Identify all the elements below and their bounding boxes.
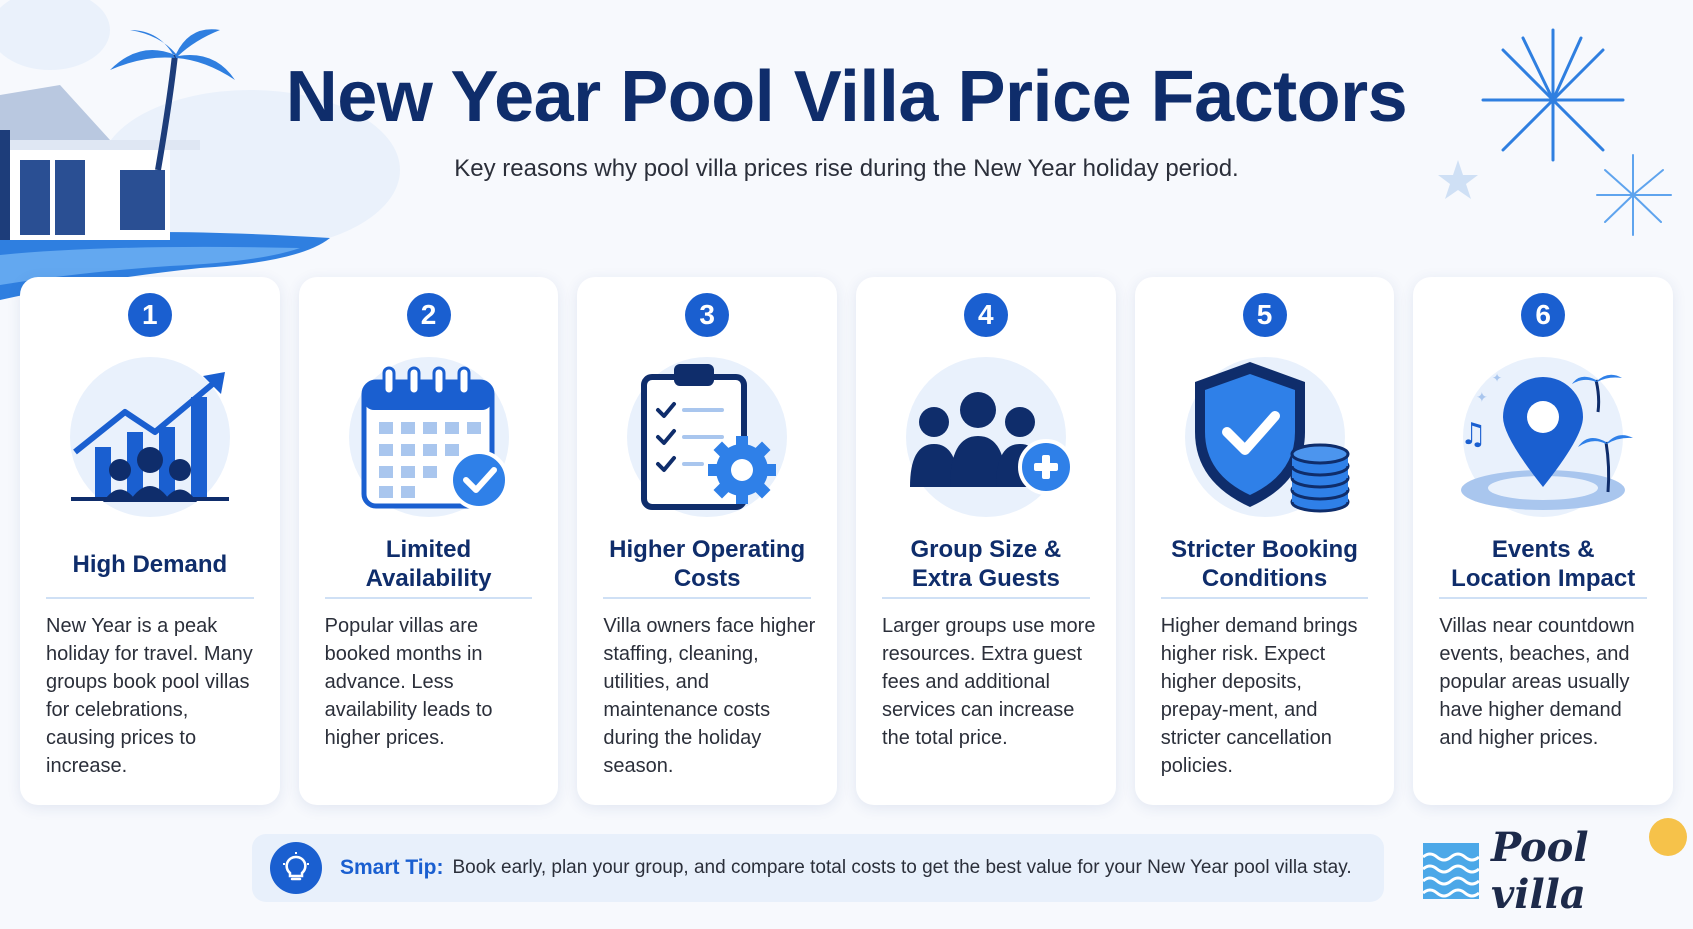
factor-cards: 1 High Demand New Year is a peak holida [20,277,1674,805]
card-divider [1439,597,1648,599]
page-subtitle: Key reasons why pool villa prices rise d… [454,155,1239,183]
card-description: Popular villas are booked months in adva… [324,615,493,749]
step-number-badge: 5 [1242,293,1287,337]
smart-tip-label: Smart Tip: [340,856,444,879]
brand-name: Pool villa [1491,818,1687,918]
card-divider [46,597,254,599]
card-divider [882,597,1090,599]
sun-icon [1649,818,1687,856]
rising-chart-group-icon [70,372,229,502]
step-number-badge: 4 [963,293,1008,337]
smart-tip-banner: Smart Tip: Book early, plan your group, … [252,834,1384,902]
factor-card-booking-conditions: 5 Stricter Booking Co [1134,277,1395,805]
svg-text:♫: ♫ [1460,417,1487,452]
card-title: Events & Location Impact [1451,536,1636,592]
factor-card-high-demand: 1 High Demand New Year is a peak holida [20,277,280,805]
card-divider [603,597,812,599]
factor-card-group-size: 4 Group Size & Extra Guests Larger group… [856,277,1116,805]
card-description: Villa owners face higher staffing, clean… [603,615,816,777]
card-title: Group Size & Extra Guests [910,536,1062,592]
wave-icon [1423,843,1479,899]
card-title: Limited Availability [365,536,492,592]
fireworks-illustration [1438,28,1672,236]
card-description: New Year is a peak holiday for travel. M… [46,615,253,777]
card-title: High Demand [72,550,228,578]
brand-logo: Pool villa [1423,818,1687,918]
card-title: Higher Operating Costs [609,536,806,592]
svg-text:✦: ✦ [1492,371,1502,385]
card-description: Larger groups use more resources. Extra … [882,615,1096,749]
card-description: Villas near countdown events, beaches, a… [1439,615,1635,749]
smart-tip-text: Book early, plan your group, and compare… [452,857,1352,878]
location-pin-icon: ♫ ✦ ✦ [1460,371,1634,510]
group-plus-icon [909,392,1074,495]
step-number-badge: 3 [685,293,730,337]
svg-text:✦: ✦ [1476,390,1488,406]
factor-card-limited-availability: 2 Lim [298,277,559,805]
card-divider [324,597,533,599]
lightbulb-icon [270,842,322,894]
card-divider [1160,597,1369,599]
card-title: Stricter Booking Conditions [1171,536,1358,592]
calendar-check-icon [361,366,509,510]
shield-coins-icon [1194,362,1350,513]
clipboard-gear-icon [641,364,777,510]
step-number-badge: 1 [127,293,172,337]
card-description: Higher demand brings higher risk. Expect… [1160,615,1358,777]
factor-card-operating-costs: 3 [577,277,838,805]
factor-card-events-location: 6 ♫ ✦ ✦ Events & Location Impact Villas … [1413,277,1674,805]
step-number-badge: 2 [406,293,451,337]
page-title: New Year Pool Villa Price Factors [285,57,1408,137]
step-number-badge: 6 [1521,293,1566,337]
